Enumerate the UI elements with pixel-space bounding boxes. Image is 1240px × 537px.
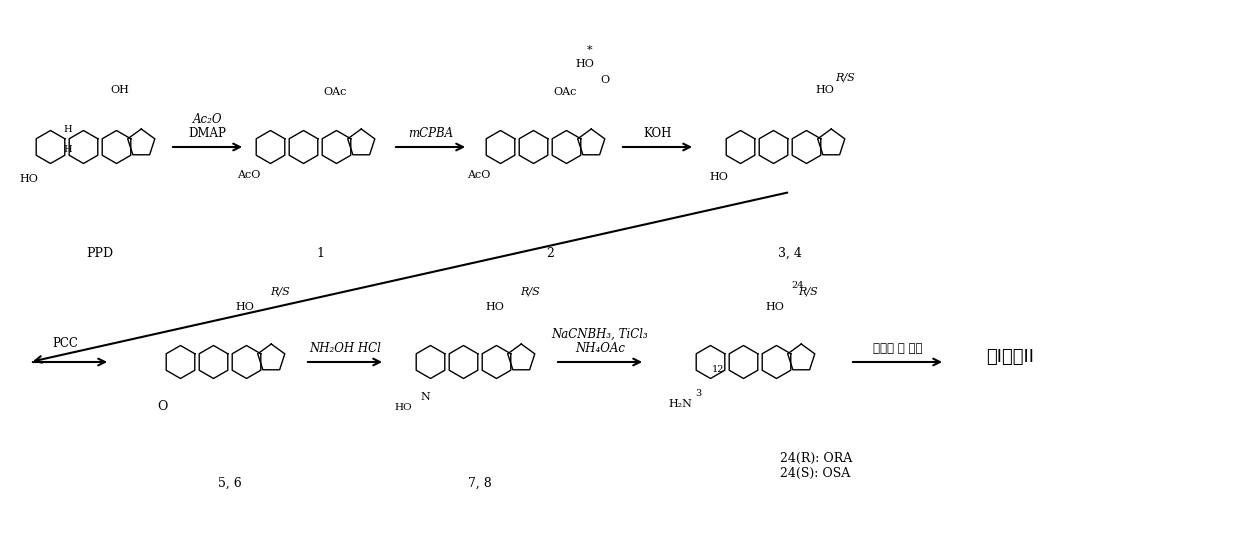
Text: 5, 6: 5, 6 <box>218 477 242 490</box>
Text: HO: HO <box>709 172 728 182</box>
Text: 24(R): ORA: 24(R): ORA <box>780 452 852 465</box>
Text: Ac₂O: Ac₂O <box>192 113 222 126</box>
Text: NaCNBH₃, TiCl₃: NaCNBH₃, TiCl₃ <box>552 328 649 341</box>
Text: 2: 2 <box>546 247 554 260</box>
Text: HO: HO <box>486 302 505 312</box>
Text: H: H <box>63 125 72 134</box>
Text: 1: 1 <box>316 247 324 260</box>
Text: 式I和式II: 式I和式II <box>986 348 1034 366</box>
Text: OH: OH <box>110 85 129 95</box>
Text: OAc: OAc <box>324 87 347 97</box>
Text: NH₂OH HCl: NH₂OH HCl <box>309 342 381 355</box>
Text: HO: HO <box>19 174 38 184</box>
Text: DMAP: DMAP <box>188 127 227 140</box>
Text: R/S: R/S <box>799 287 818 297</box>
Text: *: * <box>588 45 593 55</box>
Text: HO: HO <box>236 302 254 312</box>
Text: mCPBA: mCPBA <box>408 127 453 140</box>
Text: R/S: R/S <box>270 287 290 297</box>
Text: O: O <box>156 401 167 413</box>
Text: AcO: AcO <box>466 170 490 180</box>
Text: 卤代烯 或 酸酯: 卤代烯 或 酸酯 <box>873 342 923 355</box>
Text: 3: 3 <box>694 389 701 398</box>
Text: 12: 12 <box>712 366 724 374</box>
Text: 24: 24 <box>792 281 805 290</box>
Text: 24(S): OSA: 24(S): OSA <box>780 467 851 480</box>
Text: H: H <box>63 144 72 154</box>
Text: PPD: PPD <box>87 247 114 260</box>
Text: R/S: R/S <box>520 287 539 297</box>
Text: 7, 8: 7, 8 <box>469 477 492 490</box>
Text: AcO: AcO <box>237 170 260 180</box>
Text: R/S: R/S <box>835 72 854 82</box>
Text: KOH: KOH <box>644 127 672 140</box>
Text: HO: HO <box>575 59 594 69</box>
Text: HO: HO <box>816 85 835 95</box>
Text: O: O <box>600 75 610 85</box>
Text: N: N <box>420 392 430 402</box>
Text: OAc: OAc <box>553 87 577 97</box>
Text: H₂N: H₂N <box>668 399 692 409</box>
Text: HO: HO <box>394 403 412 411</box>
Text: NH₄OAc: NH₄OAc <box>575 342 625 355</box>
Text: PCC: PCC <box>52 337 78 350</box>
Text: 3, 4: 3, 4 <box>777 247 802 260</box>
Text: HO: HO <box>765 302 785 312</box>
